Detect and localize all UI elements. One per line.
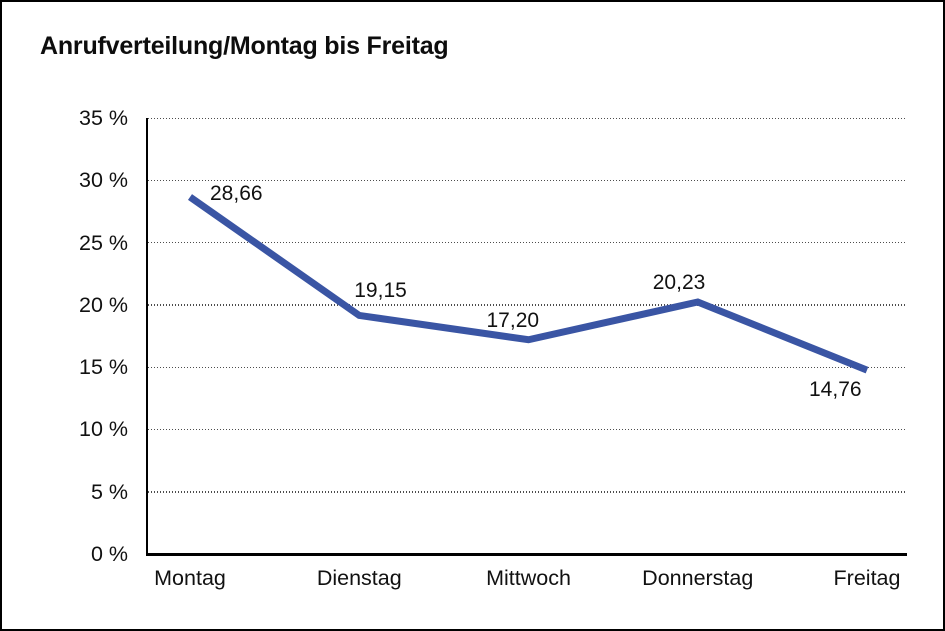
x-tick-label: Dienstag [316, 566, 402, 590]
gridline [148, 304, 907, 306]
data-point-label: 20,23 [652, 270, 706, 294]
y-tick-label: 25 % [78, 230, 128, 255]
y-axis-line [146, 118, 148, 556]
y-tick-label: 15 % [78, 355, 128, 380]
data-point-label: 19,15 [354, 279, 407, 303]
x-tick-label: Montag [154, 566, 226, 590]
gridline [148, 366, 907, 369]
x-tick-label: Donnerstag [642, 566, 754, 590]
gridline [148, 179, 907, 182]
series-line [187, 194, 869, 374]
gridline [148, 428, 907, 431]
x-tick-label: Freitag [833, 566, 901, 590]
y-tick-label: 5 % [90, 479, 128, 504]
y-tick-label: 10 % [78, 417, 128, 442]
y-tick-label: 0 % [90, 542, 128, 566]
y-tick-label: 35 % [78, 106, 128, 130]
chart-title: Anrufverteilung/Montag bis Freitag [40, 32, 449, 60]
gridline [148, 491, 907, 493]
y-tick-label: 30 % [78, 168, 128, 193]
y-tick-label: 20 % [78, 292, 128, 317]
data-point-label: 17,20 [486, 308, 540, 332]
data-point-label: 28,66 [210, 181, 263, 205]
x-axis-line [146, 553, 907, 556]
gridline [148, 242, 907, 244]
data-point-label: 14,76 [809, 378, 862, 402]
gridline [148, 117, 907, 119]
x-tick-label: Mittwoch [486, 566, 571, 590]
